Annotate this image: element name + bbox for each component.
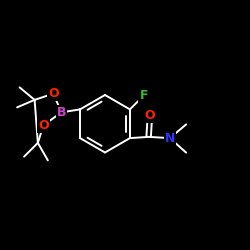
- Text: O: O: [144, 109, 155, 122]
- Text: B: B: [56, 106, 66, 119]
- Text: F: F: [140, 89, 148, 102]
- Text: O: O: [38, 119, 49, 132]
- Text: O: O: [48, 87, 59, 100]
- Text: N: N: [165, 132, 175, 144]
